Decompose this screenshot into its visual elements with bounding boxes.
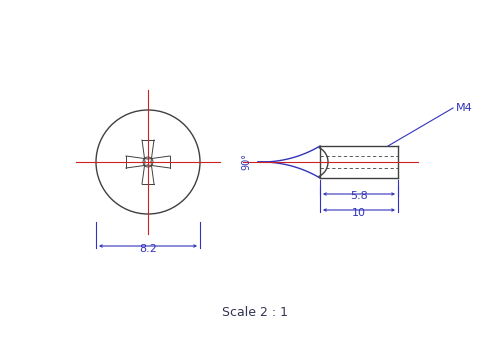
Text: 8.2: 8.2 [139, 244, 157, 254]
Text: 90°: 90° [241, 154, 251, 170]
Text: 5.8: 5.8 [350, 191, 368, 201]
Text: 10: 10 [352, 208, 366, 218]
Text: Scale 2 : 1: Scale 2 : 1 [222, 306, 288, 318]
Text: M4: M4 [456, 103, 473, 113]
